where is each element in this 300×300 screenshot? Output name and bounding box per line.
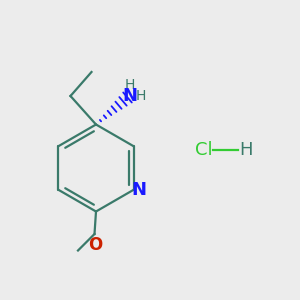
Text: H: H (125, 78, 135, 92)
Text: H: H (239, 141, 253, 159)
Text: Cl: Cl (195, 141, 213, 159)
Text: N: N (132, 181, 147, 199)
Text: O: O (88, 236, 102, 254)
Text: N: N (122, 87, 137, 105)
Text: H: H (136, 89, 146, 103)
